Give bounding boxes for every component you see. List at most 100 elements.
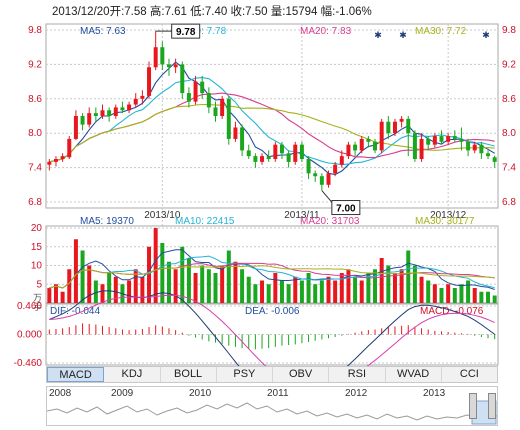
candle <box>306 159 311 174</box>
timeline-handle-left[interactable] <box>469 393 477 419</box>
candle <box>166 64 171 68</box>
volume-bar <box>279 280 284 303</box>
star-marker: ✱ <box>374 30 382 40</box>
indicator-tabs: MACD KDJ BOLL PSY OBV RSI WVAD CCI <box>46 366 498 383</box>
volume-bar <box>286 284 291 303</box>
candle <box>299 144 304 159</box>
ma10-line <box>49 77 495 166</box>
price-tick-right: 9.8 <box>502 25 516 36</box>
candle <box>313 173 318 177</box>
timeline-handle-right[interactable] <box>488 393 496 419</box>
candle <box>186 93 191 102</box>
volume-bar <box>240 269 245 303</box>
volume-bar <box>160 243 165 303</box>
candle <box>153 47 158 68</box>
tab-rsi[interactable]: RSI <box>329 367 386 382</box>
candle <box>386 121 391 134</box>
tab-cci[interactable]: CCI <box>459 368 479 380</box>
macd-tick: 0.000 <box>17 330 42 341</box>
volume-bar <box>359 280 364 303</box>
volume-bar <box>486 291 491 303</box>
candle <box>373 141 378 151</box>
candle <box>213 107 218 116</box>
candle <box>60 156 65 159</box>
candle <box>173 64 178 68</box>
volume-bar <box>80 250 85 303</box>
candle <box>200 81 205 94</box>
candle <box>326 173 331 185</box>
candle <box>412 133 417 159</box>
candle <box>226 98 231 139</box>
price-tick-right: 6.8 <box>502 197 516 208</box>
volume-bar <box>220 265 225 303</box>
volume-bar <box>133 269 138 303</box>
volume-ma-legend-label: MA10: 22415 <box>175 216 235 227</box>
candle <box>319 176 324 185</box>
macd-dea-label: DEA: -0.006 <box>245 306 300 317</box>
volume-ma-legend-label: MA5: 19370 <box>80 216 134 227</box>
candle <box>399 118 404 122</box>
high-annotation: 9.78 <box>176 27 196 38</box>
tab-boll[interactable]: BOLL <box>161 367 217 382</box>
tab-kdj[interactable]: KDJ <box>104 367 161 382</box>
candle <box>233 127 238 139</box>
volume-bar <box>253 284 258 303</box>
price-tick-right: 8.0 <box>502 128 516 139</box>
volume-bar <box>147 246 152 303</box>
candle <box>140 95 145 99</box>
price-panel <box>45 23 499 209</box>
tab-wvad[interactable]: WVAD <box>386 367 442 382</box>
volume-bar <box>246 276 251 303</box>
year-label: 2011 <box>267 388 289 399</box>
volume-bar <box>200 265 205 303</box>
volume-bar <box>193 273 198 303</box>
candle <box>273 144 278 159</box>
volume-bar <box>67 269 72 303</box>
tab-psy[interactable]: PSY <box>217 367 273 382</box>
volume-bar <box>73 239 78 303</box>
volume-bar <box>127 280 132 303</box>
candle <box>206 93 211 108</box>
stock-chart[interactable]: 9.8 9.8 9.2 9.2 8.6 8.6 8.0 8.0 7.4 7.4 6.8 6.8 2013… <box>0 0 520 366</box>
volume-bar <box>313 284 318 303</box>
candle <box>133 98 138 105</box>
tab-obv[interactable]: OBV <box>273 367 330 382</box>
timeline-navigator[interactable]: 2008 2009 2010 2011 2012 2013 <box>46 386 498 426</box>
candle <box>353 144 358 151</box>
quote-header: 2013/12/20开:7.58 高:7.61 低:7.40 收:7.50 量:… <box>52 6 372 18</box>
year-label: 2013 <box>423 388 446 399</box>
year-label: 2008 <box>49 388 72 399</box>
price-tick-left: 9.2 <box>28 59 42 70</box>
volume-bar <box>213 273 218 303</box>
candle <box>120 107 125 111</box>
candle <box>107 110 112 116</box>
candle <box>466 141 471 151</box>
ma-legend-label: MA20: 7.83 <box>300 26 352 37</box>
volume-bar <box>326 276 331 303</box>
price-tick-right: 9.2 <box>502 59 516 70</box>
candle <box>419 138 424 159</box>
volume-tick: 5 <box>36 279 42 290</box>
candle <box>293 144 298 162</box>
volume-bar <box>266 284 271 303</box>
timeline-years: 2008 2009 2010 2011 2012 2013 <box>47 388 497 400</box>
volume-bar <box>186 258 191 303</box>
star-marker: ✱ <box>399 30 407 40</box>
price-tick-left: 8.0 <box>28 128 42 139</box>
ma-legend-label: MA10: 7.78 <box>175 26 227 37</box>
volume-bar <box>406 250 411 303</box>
tab-macd[interactable]: MACD <box>47 367 105 382</box>
volume-bar <box>379 258 384 303</box>
ma5-line <box>49 61 495 176</box>
volume-bar <box>333 280 338 303</box>
volume-bar <box>100 284 105 303</box>
candle <box>240 127 245 151</box>
volume-bar <box>459 284 464 303</box>
volume-bar <box>392 273 397 303</box>
candle <box>127 104 132 111</box>
volume-bar <box>113 276 118 303</box>
volume-bar <box>399 269 404 303</box>
volume-bar <box>293 276 298 303</box>
year-label: 2012 <box>345 388 368 399</box>
volume-bar <box>306 273 311 303</box>
